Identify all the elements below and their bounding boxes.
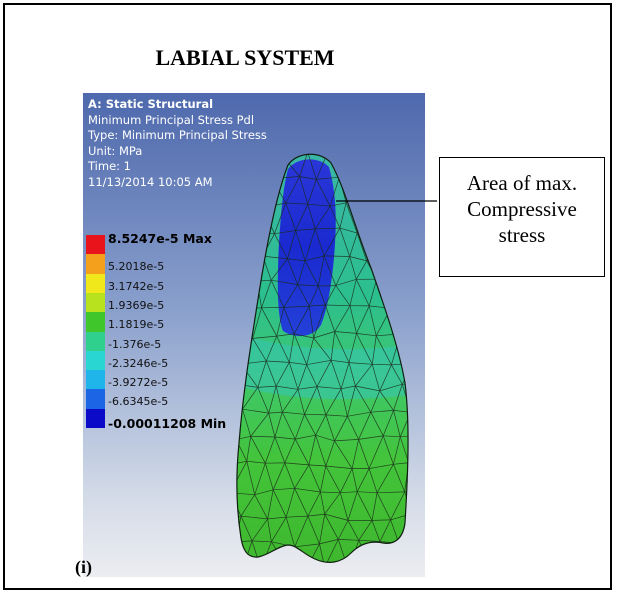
- legend-value: -2.3246e-5: [108, 356, 169, 370]
- legend-value: -1.376e-5: [108, 337, 162, 351]
- legend-swatch: [86, 408, 105, 429]
- result-name: Minimum Principal Stress Pdl: [88, 112, 255, 127]
- legend-entry: 3.1742e-5: [86, 273, 286, 294]
- legend-swatch: [86, 235, 105, 255]
- legend-entry: -0.00011208 Min: [86, 408, 286, 430]
- legend-swatch: [86, 350, 105, 371]
- legend-value: -0.00011208 Min: [108, 415, 227, 431]
- legend-swatch: [86, 254, 105, 275]
- result-time: Time: 1: [88, 159, 131, 174]
- legend-swatch: [86, 292, 105, 313]
- legend-swatch: [86, 312, 105, 332]
- legend-value: 1.1819e-5: [108, 318, 165, 332]
- tooth-fea-model: [236, 153, 409, 563]
- legend-swatch: [86, 370, 105, 390]
- legend-value: -6.6345e-5: [108, 395, 169, 409]
- legend-entry: 1.1819e-5: [86, 312, 286, 332]
- legend-entry: 5.2018e-5: [86, 254, 286, 275]
- analysis-name: A: Static Structural: [88, 97, 214, 111]
- figure-frame: LABIAL SYSTEM A: Static Structural Minim…: [3, 3, 612, 590]
- legend-value: -3.9272e-5: [108, 376, 169, 390]
- callout-line-3: stress: [498, 223, 546, 247]
- result-timestamp: 11/13/2014 10:05 AM: [88, 174, 213, 189]
- figure-title: LABIAL SYSTEM: [155, 45, 335, 70]
- legend-entry: -3.9272e-5: [86, 370, 286, 390]
- legend-entry: 8.5247e-5 Max: [86, 231, 286, 255]
- callout-line-2: Compressive: [467, 197, 577, 221]
- legend-entry: 1.9369e-5: [86, 292, 286, 313]
- legend-value: 3.1742e-5: [108, 279, 165, 293]
- panel-label: (i): [75, 557, 92, 577]
- legend-entry: -6.6345e-5: [86, 389, 286, 410]
- simulation-viewport: A: Static Structural Minimum Principal S…: [83, 93, 425, 577]
- legend-swatch: [86, 273, 105, 294]
- legend-swatch: [86, 389, 105, 410]
- callout-box: Area of max. Compressive stress: [439, 157, 605, 277]
- result-info: A: Static Structural Minimum Principal S…: [88, 97, 267, 191]
- result-type: Type: Minimum Principal Stress: [88, 128, 267, 143]
- legend-entry: -1.376e-5: [86, 331, 286, 352]
- legend-entry: -2.3246e-5: [86, 350, 286, 371]
- callout-line-1: Area of max.: [466, 171, 578, 195]
- result-unit: Unit: MPa: [88, 143, 143, 158]
- legend-value: 1.9369e-5: [108, 298, 165, 312]
- legend-value: 8.5247e-5 Max: [108, 231, 212, 246]
- legend-value: 5.2018e-5: [108, 260, 165, 274]
- legend-swatch: [86, 331, 105, 352]
